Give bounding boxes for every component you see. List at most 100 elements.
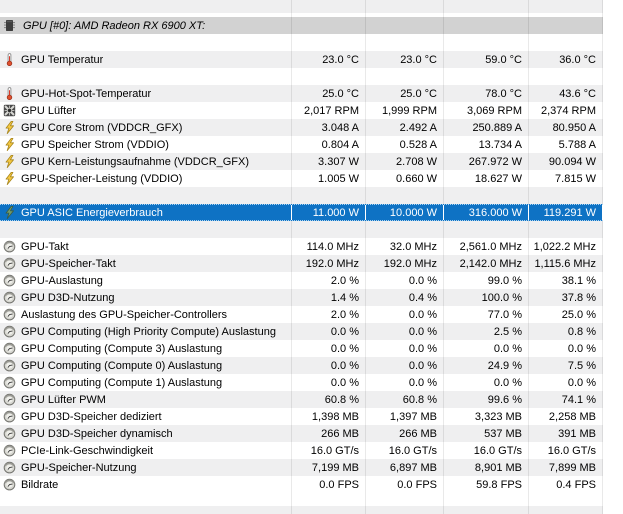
sensor-row[interactable]: GPU Core Strom (VDDCR_GFX) 3.048 A 2.492 A…: [0, 119, 603, 136]
sensor-row[interactable]: GPU D3D-Speicher dynamisch 266 MB 266 MB 53…: [0, 425, 603, 442]
spacer-cell: [292, 221, 366, 238]
spacer-row: [0, 13, 603, 17]
spacer-cell: [366, 493, 444, 506]
sensor-label: GPU-Takt: [21, 240, 69, 253]
fan-icon: [3, 104, 16, 117]
sensor-label-cell: GPU-Auslastung: [0, 272, 292, 289]
sensor-row[interactable]: GPU-Speicher-Takt 192.0 MHz 192.0 MHz 2,142…: [0, 255, 603, 272]
clock-icon: [3, 410, 16, 423]
sensor-row[interactable]: GPU-Hot-Spot-Temperatur 25.0 °C 25.0 °C 78.…: [0, 85, 603, 102]
sensor-row[interactable]: GPU-Auslastung 2.0 % 0.0 % 99.0 % 38.1 %: [0, 272, 603, 289]
sensor-value-col2: 2,561.0 MHz: [444, 238, 529, 255]
sensor-value-col2: 59.0 °C: [444, 51, 529, 68]
sensor-row[interactable]: GPU Lüfter PWM 60.8 % 60.8 % 99.6 % 74.1 %: [0, 391, 603, 408]
clock-icon: [3, 461, 16, 474]
sensor-value-col2: 16.0 GT/s: [444, 442, 529, 459]
sensor-row[interactable]: GPU D3D-Nutzung 1.4 % 0.4 % 100.0 % 37.8 %: [0, 289, 603, 306]
sensor-row[interactable]: GPU Kern-Leistungsaufnahme (VDDCR_GFX) 3.…: [0, 153, 603, 170]
sensor-label: GPU-Speicher-Takt: [21, 257, 116, 270]
sensor-value-col1: 32.0 MHz: [366, 238, 444, 255]
sensor-row[interactable]: PCIe-Link-Geschwindigkeit 16.0 GT/s 16.0 G…: [0, 442, 603, 459]
sensor-value-col2: 316.000 W: [444, 205, 529, 220]
sensor-value-col0: 1,398 MB: [292, 408, 366, 425]
sensor-label-cell: GPU-Speicher-Takt: [0, 255, 292, 272]
clock-icon: [3, 342, 16, 355]
spacer-cell: [366, 506, 444, 514]
spacer-row: [0, 187, 603, 204]
sensor-value-col2: 59.8 FPS: [444, 476, 529, 493]
gpu-group-header-row[interactable]: GPU [#0]: AMD Radeon RX 6900 XT:: [0, 17, 603, 34]
sensor-value-col1: 0.528 A: [366, 136, 444, 153]
chip-icon: [3, 19, 16, 32]
spacer-cell: [0, 0, 292, 13]
sensor-row[interactable]: GPU Lüfter 2,017 RPM 1,999 RPM 3,069 RPM 2,3…: [0, 102, 603, 119]
spacer-cell: [529, 34, 603, 51]
sensor-label: GPU Computing (Compute 0) Auslastung: [21, 359, 223, 372]
spacer-cell: [529, 68, 603, 85]
sensor-value-col2: 13.734 A: [444, 136, 529, 153]
sensor-label: GPU Computing (Compute 3) Auslastung: [21, 342, 223, 355]
spacer-cell: [529, 13, 603, 17]
sensor-row[interactable]: GPU Computing (Compute 3) Auslastung 0.0 …: [0, 340, 603, 357]
sensor-value-col1: 2.708 W: [366, 153, 444, 170]
sensor-value-col2: 2,142.0 MHz: [444, 255, 529, 272]
sensor-value-col3: 74.1 %: [529, 391, 603, 408]
sensor-value-col0: 1.005 W: [292, 170, 366, 187]
sensor-value-col3: 2,258 MB: [529, 408, 603, 425]
sensor-row[interactable]: GPU Computing (Compute 0) Auslastung 0.0 …: [0, 357, 603, 374]
spacer-cell: [444, 34, 529, 51]
sensor-value-col0: 3.307 W: [292, 153, 366, 170]
sensor-row[interactable]: GPU Computing (Compute 1) Auslastung 0.0 …: [0, 374, 603, 391]
sensor-label: Auslastung des GPU-Speicher-Controllers: [21, 308, 228, 321]
sensor-value-col2: 99.6 %: [444, 391, 529, 408]
clock-icon: [3, 308, 16, 321]
sensor-value-col0: 266 MB: [292, 425, 366, 442]
sensor-value-col2: 0.0 %: [444, 340, 529, 357]
sensor-label-cell: GPU Computing (High Priority Compute) Au…: [0, 323, 292, 340]
lightning-green-icon: [3, 206, 16, 219]
sensor-label: GPU D3D-Speicher dynamisch: [21, 427, 173, 440]
sensor-label: GPU Kern-Leistungsaufnahme (VDDCR_GFX): [21, 155, 250, 168]
sensor-row[interactable]: GPU-Speicher-Leistung (VDDIO) 1.005 W 0.66…: [0, 170, 603, 187]
sensor-value-col2: 78.0 °C: [444, 85, 529, 102]
sensor-row[interactable]: GPU Temperatur 23.0 °C 23.0 °C 59.0 °C 36.0 …: [0, 51, 603, 68]
sensor-value-col0: 0.0 FPS: [292, 476, 366, 493]
clock-icon: [3, 257, 16, 270]
spacer-cell: [529, 506, 603, 514]
sensor-label-cell: GPU Computing (Compute 3) Auslastung: [0, 340, 292, 357]
spacer-cell: [0, 506, 292, 514]
sensor-row[interactable]: GPU-Takt 114.0 MHz 32.0 MHz 2,561.0 MHz 1,02…: [0, 238, 603, 255]
sensor-label-cell: GPU Lüfter PWM: [0, 391, 292, 408]
sensor-row[interactable]: GPU Speicher Strom (VDDIO) 0.804 A 0.528 A…: [0, 136, 603, 153]
clock-icon: [3, 359, 16, 372]
spacer-row: [0, 0, 603, 13]
sensor-value-col3: 7,899 MB: [529, 459, 603, 476]
sensor-value-col1: 25.0 °C: [366, 85, 444, 102]
sensor-value-col3: 25.0 %: [529, 306, 603, 323]
sensor-row[interactable]: GPU D3D-Speicher dediziert 1,398 MB 1,397 …: [0, 408, 603, 425]
spacer-cell: [444, 506, 529, 514]
spacer-cell: [444, 13, 529, 17]
spacer-cell: [0, 13, 292, 17]
clock-icon: [3, 376, 16, 389]
spacer-cell: [292, 0, 366, 13]
sensor-label-cell: GPU Lüfter: [0, 102, 292, 119]
sensor-value-col0: 192.0 MHz: [292, 255, 366, 272]
sensor-value-col2: 77.0 %: [444, 306, 529, 323]
sensor-row[interactable]: GPU Computing (High Priority Compute) Au…: [0, 323, 603, 340]
sensor-label: GPU-Speicher-Leistung (VDDIO): [21, 172, 183, 185]
sensor-row[interactable]: Auslastung des GPU-Speicher-Controllers 2…: [0, 306, 603, 323]
thermometer-icon: [3, 87, 16, 100]
sensor-value-col0: 11.000 W: [292, 205, 366, 220]
spacer-cell: [529, 187, 603, 204]
sensor-row[interactable]: Bildrate 0.0 FPS 0.0 FPS 59.8 FPS 0.4 FPS: [0, 476, 603, 493]
sensor-value-col3: 80.950 A: [529, 119, 603, 136]
sensor-value-col0: 7,199 MB: [292, 459, 366, 476]
sensor-label: GPU ASIC Energieverbrauch: [21, 206, 163, 219]
sensor-row[interactable]: GPU ASIC Energieverbrauch 11.000 W 10.000 …: [0, 204, 603, 221]
spacer-cell: [292, 34, 366, 51]
sensor-row[interactable]: GPU-Speicher-Nutzung 7,199 MB 6,897 MB 8,90…: [0, 459, 603, 476]
spacer-cell: [366, 221, 444, 238]
sensor-value-col0: 25.0 °C: [292, 85, 366, 102]
